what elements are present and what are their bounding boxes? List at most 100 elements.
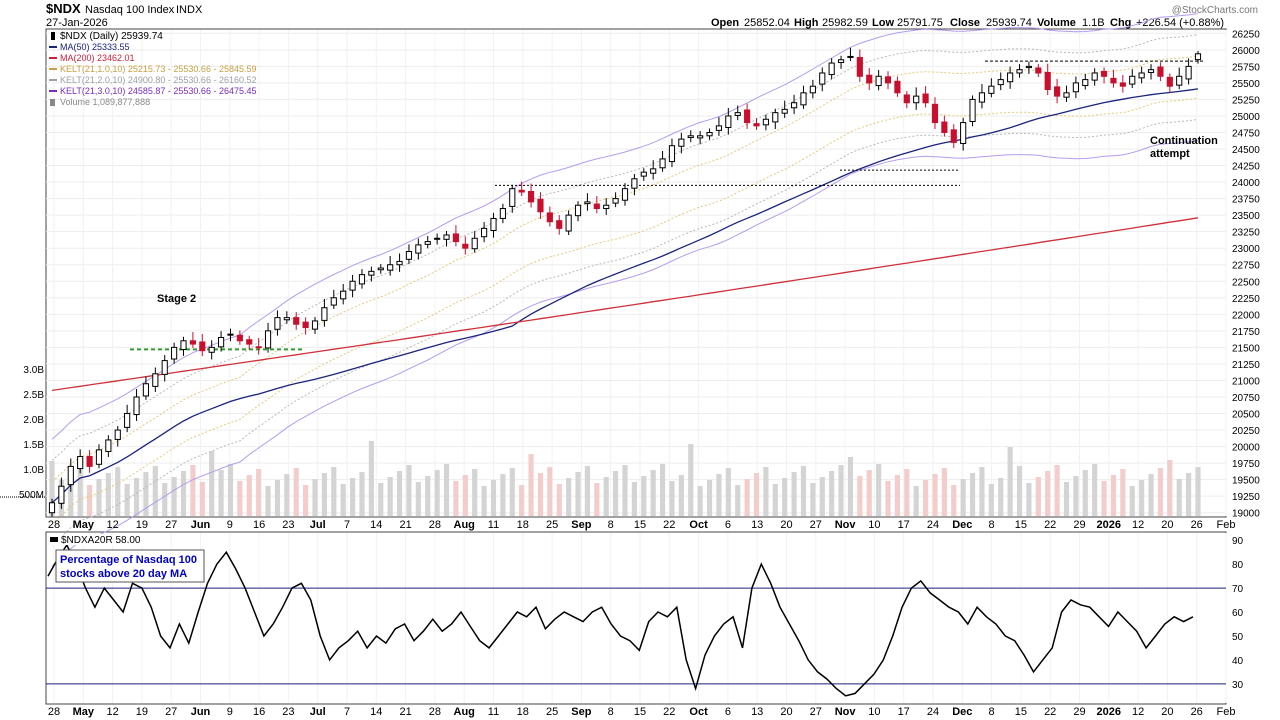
breadth-tick-label: 40 <box>1232 656 1244 667</box>
volume-bar <box>115 467 121 516</box>
candle-body <box>640 171 647 177</box>
candle-body <box>631 178 638 189</box>
x-tick-label: 26 <box>1191 519 1203 531</box>
volume-bar <box>124 484 130 516</box>
price-tick-label: 19000 <box>1232 509 1260 520</box>
chart-symbol: $NDX <box>46 1 81 16</box>
volume-bar <box>913 486 919 516</box>
x-tick-label: 22 <box>1044 519 1056 531</box>
stockcharts-watermark: @StockCharts.com <box>1172 5 1258 16</box>
candle-body <box>227 333 234 336</box>
candle-body <box>875 75 882 87</box>
x-tick-label: 27 <box>810 519 822 531</box>
high-label: High <box>794 17 819 29</box>
x-tick-label: 2026 <box>1097 706 1121 718</box>
candle-body <box>715 125 723 131</box>
volume-bar <box>782 478 788 516</box>
candle-body <box>856 57 863 77</box>
x-tick-label: Oct <box>689 519 708 531</box>
breadth-tick-label: 50 <box>1232 632 1244 643</box>
volume-bar <box>547 467 553 516</box>
x-tick-label: 15 <box>1015 519 1027 531</box>
volume-bar <box>49 461 55 516</box>
candle-body <box>236 334 243 342</box>
candle-body <box>377 267 384 271</box>
candle-body <box>1091 72 1098 81</box>
volume-bar <box>274 480 281 516</box>
x-tick-label: 19 <box>136 519 148 531</box>
x-tick-label: 2026 <box>1097 519 1121 531</box>
price-tick-label: 24750 <box>1232 128 1260 139</box>
price-tick-label: 22500 <box>1232 277 1260 288</box>
price-tick-label: 24500 <box>1232 145 1260 156</box>
candle-body <box>621 188 629 201</box>
x-tick-label: 21 <box>399 706 411 718</box>
candle-body <box>462 243 469 249</box>
candle-body <box>246 339 253 345</box>
candle-body <box>978 92 986 103</box>
candle-body <box>1007 72 1014 83</box>
price-tick-label: 25250 <box>1232 95 1260 106</box>
legend-entry: MA(200) 23462.01 <box>60 53 135 63</box>
volume-bar <box>490 480 497 516</box>
volume-bar <box>556 484 562 516</box>
volume-bar <box>941 468 947 516</box>
volume-bar <box>725 468 731 516</box>
candle-body <box>1082 79 1089 87</box>
price-tick-label: 24000 <box>1232 178 1260 189</box>
candle-body <box>105 439 112 452</box>
volume-bar <box>350 478 356 516</box>
volume-bar <box>303 485 309 516</box>
volume-bar <box>735 485 741 516</box>
candle-body <box>762 118 769 126</box>
x-tick-label: 12 <box>1132 706 1144 718</box>
candle-body <box>518 189 525 193</box>
candle-body <box>922 93 929 104</box>
price-tick-label: 23000 <box>1232 244 1260 255</box>
x-tick-label: 8 <box>608 519 614 531</box>
volume-bar <box>613 471 619 516</box>
volume-bar <box>246 475 252 516</box>
breadth-tick-label: 80 <box>1232 560 1244 571</box>
ma200-line <box>51 217 1199 392</box>
x-tick-label: 15 <box>634 519 646 531</box>
x-tick-label: 24 <box>927 519 939 531</box>
keltner-upper-2 <box>51 34 1199 461</box>
x-tick-label: 23 <box>282 519 294 531</box>
x-tick-label: Sep <box>571 519 591 531</box>
volume-bar <box>659 464 666 516</box>
volume-bar <box>519 485 525 516</box>
volume-bar <box>979 467 985 516</box>
x-tick-label: 10 <box>868 519 880 531</box>
x-tick-label: Nov <box>835 706 857 718</box>
volume-bar <box>706 480 713 516</box>
price-tick-label: 23750 <box>1232 195 1260 206</box>
volume-bar <box>829 471 835 516</box>
price-tick-label: 26250 <box>1232 29 1260 40</box>
volume-bar <box>500 474 506 516</box>
x-tick-label: Aug <box>454 706 475 718</box>
volume-bar <box>885 481 891 516</box>
candle-body <box>706 131 713 137</box>
candle-body <box>527 190 535 203</box>
x-tick-label: 22 <box>1044 706 1056 718</box>
volume-bar <box>443 464 450 516</box>
volume-bar <box>1186 473 1192 516</box>
price-tick-label: 24250 <box>1232 162 1260 173</box>
candle-body <box>1176 75 1183 86</box>
candle-body <box>321 307 328 321</box>
candle-body <box>725 115 732 128</box>
volume-bar <box>312 479 318 516</box>
volume-bar <box>575 472 581 516</box>
breadth-tick-label: 70 <box>1232 584 1244 595</box>
candle-body <box>434 237 441 240</box>
volume-bar <box>1139 480 1145 516</box>
continuation-annotation-line1: Continuation <box>1150 135 1218 147</box>
candle-body <box>809 85 816 94</box>
x-tick-label: Sep <box>571 706 591 718</box>
volume-bar <box>566 478 572 516</box>
candle-body <box>189 340 196 345</box>
volume-bar <box>284 474 290 516</box>
volume-bar <box>988 484 994 516</box>
volume-bar <box>1092 464 1098 516</box>
